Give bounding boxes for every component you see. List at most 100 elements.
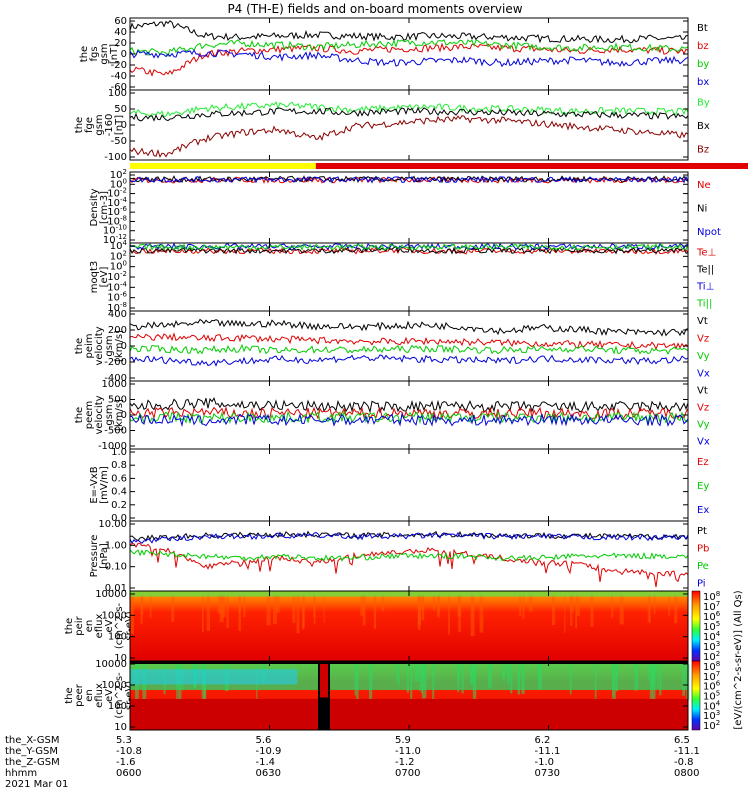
series-line-Bz [129, 115, 689, 159]
y-tick-label: 10000 [95, 659, 127, 670]
legend-entry: Vz [697, 333, 709, 344]
ephemeris-value: 6.2 [534, 735, 551, 746]
y-tick-label: 0 [121, 410, 127, 421]
y-tick-label: -40 [111, 71, 127, 82]
spectrogram-texture [570, 594, 573, 626]
y-axis-label-line: [eV] [99, 267, 110, 288]
y-tick-label: -60 [111, 82, 127, 93]
y-tick-label: 40 [114, 27, 127, 38]
legend-entry: bz [697, 41, 709, 52]
y-axis-label-line: [nPa] [99, 543, 110, 569]
series-line-Ti|| [129, 243, 689, 251]
series-line-Vy [129, 410, 689, 425]
colorbar-label: [eV/(cm^2-s-sr-eV)] (All Qs) [733, 590, 744, 729]
legend-entry: Pi [697, 578, 706, 589]
legend-entry: Vy [697, 420, 710, 431]
legend-entry: Npot [697, 227, 721, 238]
spectrogram-texture [140, 594, 143, 625]
legend-entry: Vx [697, 437, 710, 448]
y-axis-label-line: the [74, 338, 85, 354]
y-tick-label: 0.4 [111, 487, 127, 498]
y-tick-label: 0 [121, 120, 127, 131]
spectrogram-texture [653, 594, 656, 615]
panel-3: Density [cm-3]NeNiNpot10210010-210-410-61… [89, 168, 721, 246]
spectrogram-texture [575, 594, 578, 629]
data-gap-fill [320, 663, 328, 698]
legend-entry: Ez [697, 457, 709, 468]
series-line-Ne [129, 176, 689, 184]
y-tick-label: 20 [114, 38, 127, 49]
spectrogram-texture [647, 594, 651, 622]
series-line-by [129, 39, 689, 58]
y-tick-label: 10-4 [107, 196, 127, 209]
panel-9: the peir en eflux eV (cm^2-s-sr-eV)1000010001… [64, 589, 689, 664]
y-axis-label-line: eV [104, 619, 115, 632]
ephemeris-value: -1.0 [534, 757, 555, 768]
colorbar-tick-label: 106 [703, 610, 721, 623]
y-tick-label: 1.00 [105, 540, 127, 551]
y-tick-label: 60 [114, 16, 127, 27]
spectrogram-texture [528, 594, 533, 612]
series-line-Vt [129, 397, 689, 414]
y-tick-label: 100 [108, 632, 127, 643]
y-tick-label: -50 [111, 136, 127, 147]
y-tick-label: 10-6 [107, 205, 127, 218]
spectrogram [130, 591, 688, 661]
spectrogram-texture [362, 594, 366, 626]
y-tick-label: 10-8 [107, 214, 127, 227]
spectrogram-band [130, 698, 688, 730]
y-axis-label-line: [km/s] [114, 330, 125, 362]
colorbar-tick-label: 104 [703, 630, 721, 643]
series-line-bx [129, 49, 689, 68]
series-line-Pt [129, 530, 689, 542]
y-tick-label: 0 [121, 49, 127, 60]
spectrogram-texture [373, 594, 377, 629]
spectrogram-texture [201, 594, 204, 633]
ephemeris-value: -1.2 [395, 757, 415, 768]
ephemeris-value: 5.3 [116, 735, 132, 746]
y-tick-label: 10000 [95, 589, 127, 600]
y-tick-label: 100 [108, 701, 127, 712]
spectrogram-texture [313, 594, 316, 625]
series-line-By [129, 100, 689, 118]
spectrogram-texture [649, 594, 651, 624]
series-line-bz [129, 42, 689, 77]
ephemeris-value: -1.4 [255, 757, 276, 768]
y-axis-label-line: gsm [104, 404, 115, 425]
y-tick-label: 10-4 [107, 280, 127, 293]
legend-entry: Bx [697, 121, 710, 132]
y-axis-label-line: the [64, 618, 75, 634]
series-line-Pe [129, 549, 689, 562]
spectrogram-texture [519, 594, 522, 617]
y-tick-label: 100 [110, 177, 127, 190]
ephemeris-value: 0730 [534, 768, 560, 779]
y-tick-label: -200 [104, 357, 127, 368]
colorbar-tick-label: 102 [703, 650, 720, 663]
spectrogram-texture [564, 594, 566, 633]
ephemeris-value: -11.1 [534, 746, 561, 757]
spectrogram-texture [217, 594, 222, 614]
y-tick-label: 104 [110, 239, 128, 252]
legend-entry: Te|| [696, 265, 714, 276]
panel-2: the fge gsm -160 [nT] By Bx Bz 100 50 0 -50 -100 [74, 88, 710, 163]
colorbar-tick-label: 105 [703, 620, 720, 633]
legend-entry: Ni [697, 204, 707, 215]
y-tick-label: 500 [108, 395, 127, 406]
y-axis-label-line: E=-VxB [89, 466, 100, 503]
legend-entry: By [697, 98, 710, 109]
y-tick-label: 10.00 [98, 519, 127, 530]
panel-frame [129, 171, 689, 244]
colorbar-tick-label: 107 [703, 670, 720, 683]
y-tick-label: 1000 [102, 379, 127, 390]
series-line-Vz [129, 332, 689, 351]
ephemeris-value: 0700 [395, 768, 421, 779]
y-tick-label: 200 [108, 325, 127, 336]
y-tick-label: -20 [111, 60, 127, 71]
spectrogram-texture [275, 594, 280, 613]
series-line-Vx [129, 354, 689, 367]
legend-entry: bx [697, 77, 709, 88]
panel-10: the peer en eflux eV (cm^2-s-sr-eV)1000010001… [64, 659, 690, 733]
